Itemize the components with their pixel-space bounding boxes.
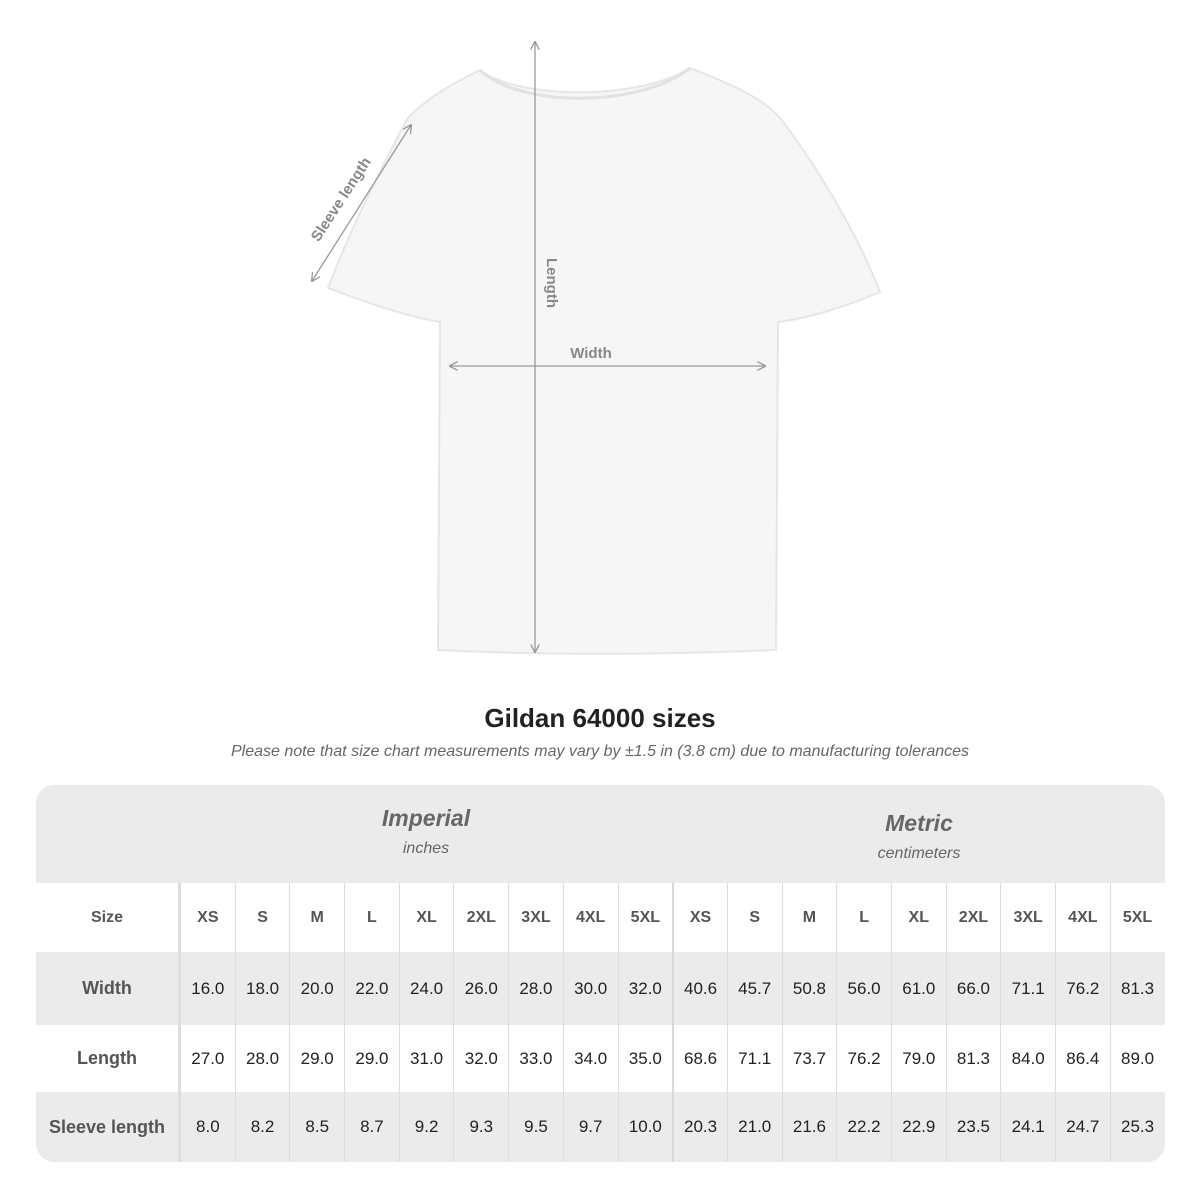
size-header-cell: 4XL [562, 883, 618, 952]
value-cell: 84.0 [1000, 1025, 1055, 1092]
metric-title: Metric [885, 810, 953, 836]
table-row: Sleeve length 8.0 8.2 8.5 8.7 9.2 9.3 9.5 9.7 10.… [36, 1092, 1165, 1162]
size-header-cell: S [726, 883, 782, 952]
value-cell: 86.4 [1055, 1025, 1110, 1092]
value-cell: 18.0 [234, 952, 290, 1025]
table-row: Length 27.0 28.0 29.0 29.0 31.0 32.0 33.0 34.0 35… [36, 1025, 1165, 1092]
size-header-cell: 2XL [945, 883, 1001, 952]
value-cell: 28.0 [234, 1025, 290, 1092]
length-label: Length [543, 258, 560, 308]
value-cell: 8.7 [344, 1092, 399, 1162]
imperial-header: Imperial inches [180, 805, 672, 858]
value-cell: 81.3 [945, 1025, 1001, 1092]
value-cell: 40.6 [672, 952, 727, 1025]
value-cell: 9.7 [562, 1092, 618, 1162]
size-header-cell: 5XL [617, 883, 673, 952]
size-header-cell: 2XL [453, 883, 508, 952]
value-cell: 8.0 [180, 1092, 235, 1162]
value-cell: 27.0 [180, 1025, 235, 1092]
value-cell: 9.5 [508, 1092, 563, 1162]
row-label: Sleeve length [36, 1092, 180, 1162]
value-cell: 33.0 [508, 1025, 563, 1092]
value-cell: 68.6 [672, 1025, 727, 1092]
size-header-cell: XL [890, 883, 946, 952]
value-cell: 32.0 [617, 952, 673, 1025]
value-cell: 22.2 [836, 1092, 891, 1162]
value-cell: 30.0 [562, 952, 618, 1025]
value-cell: 73.7 [781, 1025, 837, 1092]
size-table: Imperial inches Metric centimeters Size X… [36, 785, 1165, 1162]
size-header-cell: 5XL [1109, 883, 1165, 952]
value-cell: 20.3 [672, 1092, 727, 1162]
value-cell: 79.0 [890, 1025, 946, 1092]
value-cell: 81.3 [1109, 952, 1165, 1025]
value-cell: 32.0 [453, 1025, 508, 1092]
value-cell: 29.0 [344, 1025, 399, 1092]
imperial-title: Imperial [381, 805, 471, 831]
value-cell: 76.2 [836, 1025, 891, 1092]
value-cell: 20.0 [289, 952, 344, 1025]
value-cell: 56.0 [836, 952, 891, 1025]
value-cell: 23.5 [945, 1092, 1001, 1162]
value-cell: 28.0 [508, 952, 563, 1025]
value-cell: 9.3 [453, 1092, 508, 1162]
imperial-unit: inches [402, 840, 450, 857]
value-cell: 71.1 [1000, 952, 1055, 1025]
tshirt-diagram: Sleeve length Length Width [308, 0, 882, 655]
size-header-cell: XS [180, 883, 235, 952]
value-cell: 24.0 [398, 952, 454, 1025]
metric-unit: centimeters [877, 845, 961, 862]
value-cell: 61.0 [890, 952, 946, 1025]
value-cell: 66.0 [945, 952, 1001, 1025]
value-cell: 22.9 [890, 1092, 946, 1162]
value-cell: 24.1 [1000, 1092, 1055, 1162]
size-header-cell: L [836, 883, 891, 952]
value-cell: 8.2 [234, 1092, 290, 1162]
size-header-row: Size XS S M L XL 2XL 3XL 4XL 5XL XS S M L XL 2XL 3XL 4XL 5… [36, 883, 1165, 952]
value-cell: 22.0 [344, 952, 399, 1025]
value-cell: 31.0 [398, 1025, 454, 1092]
size-header-cell: 3XL [1000, 883, 1055, 952]
size-header-cell: XL [398, 883, 454, 952]
size-header-cell: L [344, 883, 399, 952]
value-cell: 25.3 [1109, 1092, 1165, 1162]
row-label: Width [36, 952, 180, 1025]
row-label: Length [36, 1025, 180, 1092]
table-row: Width 16.0 18.0 20.0 22.0 24.0 26.0 28.0 30.0 32.… [36, 952, 1165, 1025]
value-cell: 35.0 [617, 1025, 673, 1092]
value-cell: 45.7 [726, 952, 782, 1025]
value-cell: 34.0 [562, 1025, 618, 1092]
value-cell: 8.5 [289, 1092, 344, 1162]
value-cell: 16.0 [180, 952, 235, 1025]
size-header-cell: M [289, 883, 344, 952]
sleeve-arrow [312, 125, 411, 281]
value-cell: 71.1 [726, 1025, 782, 1092]
value-cell: 21.0 [726, 1092, 782, 1162]
value-cell: 29.0 [289, 1025, 344, 1092]
metric-header: Metric centimeters [673, 810, 1165, 863]
size-header-cell: XS [672, 883, 727, 952]
value-cell: 24.7 [1055, 1092, 1110, 1162]
size-header-cell: 4XL [1055, 883, 1110, 952]
value-cell: 9.2 [398, 1092, 454, 1162]
value-cell: 50.8 [781, 952, 837, 1025]
size-header-cell: S [234, 883, 290, 952]
tolerance-note: Please note that size chart measurements… [230, 743, 970, 760]
width-label: Width [570, 345, 612, 362]
value-cell: 21.6 [781, 1092, 837, 1162]
value-cell: 10.0 [617, 1092, 673, 1162]
value-cell: 26.0 [453, 952, 508, 1025]
size-header-cell: 3XL [508, 883, 563, 952]
size-label: Size [36, 883, 180, 952]
page-title: Gildan 64000 sizes [484, 703, 716, 733]
size-header-cell: M [781, 883, 837, 952]
value-cell: 76.2 [1055, 952, 1110, 1025]
value-cell: 89.0 [1109, 1025, 1165, 1092]
